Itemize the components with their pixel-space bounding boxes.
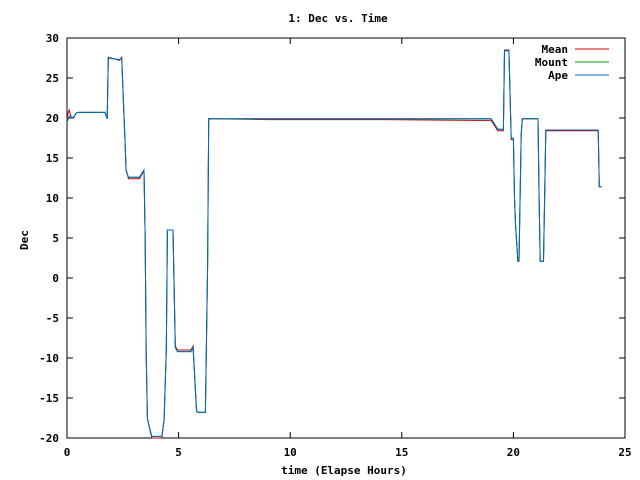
- legend-label-mount: Mount: [535, 56, 568, 69]
- y-tick-label-5: 5: [52, 232, 59, 245]
- y-tick-label-1: -15: [39, 392, 59, 405]
- y-tick-label-2: -10: [39, 352, 59, 365]
- legend-label-ape: Ape: [548, 69, 568, 82]
- x-tick-label-0: 0: [64, 446, 71, 459]
- y-tick-label-6: 10: [46, 192, 59, 205]
- y-tick-label-4: 0: [52, 272, 59, 285]
- y-tick-label-3: -5: [46, 312, 59, 325]
- y-tick-label-0: -20: [39, 432, 59, 445]
- x-tick-label-2: 10: [284, 446, 297, 459]
- x-tick-label-1: 5: [175, 446, 182, 459]
- y-tick-label-7: 15: [46, 152, 59, 165]
- x-tick-label-5: 25: [618, 446, 631, 459]
- y-tick-label-8: 20: [46, 112, 59, 125]
- y-tick-label-10: 30: [46, 32, 59, 45]
- chart-title: 1: Dec vs. Time: [288, 12, 388, 25]
- series-line-ape: [66, 50, 602, 437]
- plot-area: 0 5 10 15 20 25 -20 -15 -10 -5 0 5 10 15 20 25 30: [39, 32, 632, 459]
- series-line-mean: [66, 49, 602, 439]
- x-tick-label-4: 20: [507, 446, 520, 459]
- legend-label-mean: Mean: [542, 43, 569, 56]
- x-axis-label: time (Elapse Hours): [281, 464, 407, 477]
- y-tick-label-9: 25: [46, 72, 59, 85]
- y-axis-label: Dec: [18, 230, 31, 250]
- series-line-mount: [66, 50, 602, 437]
- plot-border: [66, 37, 626, 439]
- x-tick-label-3: 15: [395, 446, 408, 459]
